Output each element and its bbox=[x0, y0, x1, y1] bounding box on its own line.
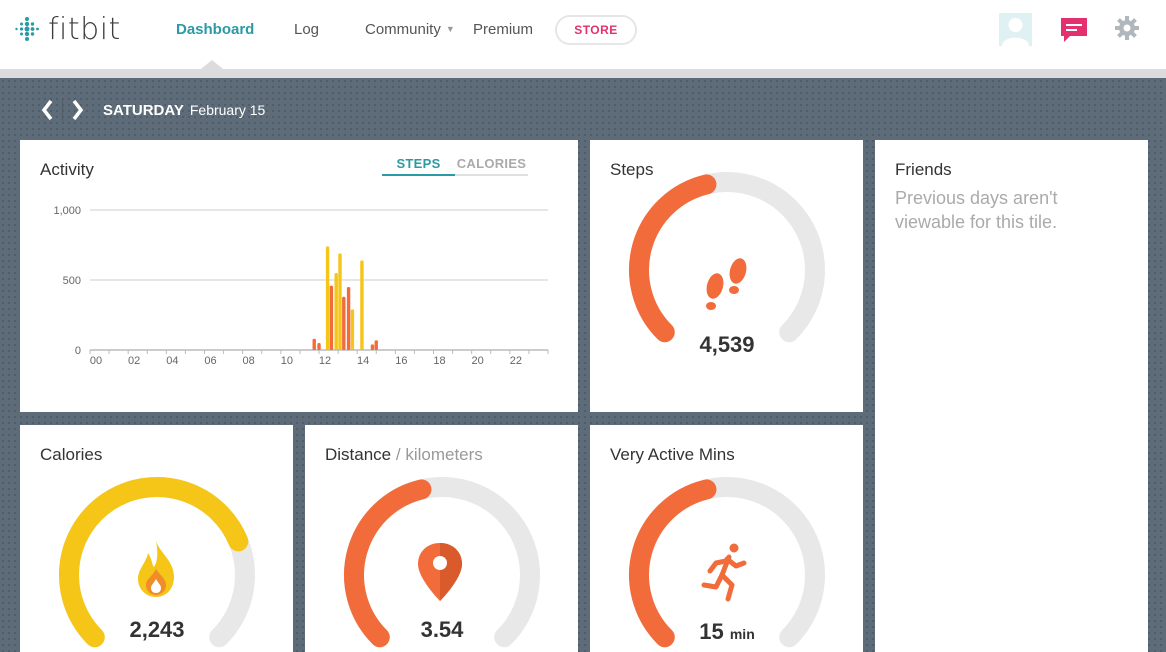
activity-bar bbox=[338, 253, 342, 350]
nav-dashboard[interactable]: Dashboard bbox=[176, 21, 255, 38]
date-divider bbox=[62, 99, 63, 121]
caret-down-icon: ▼ bbox=[445, 24, 455, 34]
calories-tile[interactable]: Calories 2,243 bbox=[20, 425, 293, 652]
friends-tile: Friends Previous days aren't viewable fo… bbox=[875, 140, 1148, 652]
messages-icon[interactable] bbox=[1060, 17, 1088, 43]
active-mins-title: Very Active Mins bbox=[610, 445, 735, 464]
friends-message: Previous days aren't viewable for this t… bbox=[895, 188, 1058, 232]
distance-value: 3.54 bbox=[420, 617, 464, 642]
activity-tabs: STEPS CALORIES bbox=[382, 156, 528, 176]
active-mins-unit: min bbox=[729, 626, 755, 642]
steps-gauge bbox=[629, 172, 825, 343]
active_mins-gauge-fill bbox=[629, 479, 717, 648]
x-tick-label: 12 bbox=[319, 355, 331, 367]
x-tick-label: 22 bbox=[510, 355, 522, 367]
activity-tile: Activity STEPS CALORIES 1,000 500 0 00 02 04 0… bbox=[20, 140, 578, 412]
active-mins-value-line: 15 min bbox=[627, 619, 827, 645]
tab-calories[interactable]: CALORIES bbox=[455, 156, 528, 176]
fitbit-dots-icon bbox=[15, 17, 39, 41]
brand-name: fitbit bbox=[48, 11, 121, 47]
nav-premium[interactable]: Premium bbox=[473, 21, 534, 38]
steps-gauge-fill bbox=[629, 174, 717, 343]
active-mins-tile[interactable]: Very Active Mins 15 min bbox=[590, 425, 863, 652]
tab-steps[interactable]: STEPS bbox=[382, 156, 455, 176]
top-navigation-bar: fitbit Dashboard Log Community ▼ Premium … bbox=[0, 0, 1166, 69]
steps-value: 4,539 bbox=[699, 332, 755, 357]
chevron-left-icon[interactable] bbox=[38, 97, 58, 123]
nav-log[interactable]: Log bbox=[294, 21, 320, 38]
user-silhouette-icon bbox=[1002, 18, 1029, 46]
activity-bar bbox=[346, 287, 351, 350]
x-tick-label: 08 bbox=[243, 355, 255, 367]
steps-tile[interactable]: Steps 4,539 bbox=[590, 140, 863, 412]
x-tick-label: 02 bbox=[128, 355, 140, 367]
avatar[interactable] bbox=[999, 13, 1032, 46]
activity-bar bbox=[312, 338, 316, 350]
distance-gauge-fill bbox=[344, 479, 432, 648]
activity-bar bbox=[325, 246, 330, 350]
map-pin-icon bbox=[418, 543, 462, 601]
activity-bar bbox=[350, 309, 355, 350]
active-mins-gauge bbox=[629, 477, 825, 648]
friends-title: Friends bbox=[895, 160, 952, 179]
nav-community-label: Community bbox=[365, 21, 441, 38]
x-tick-label: 18 bbox=[433, 355, 445, 367]
runner-icon bbox=[701, 543, 747, 602]
active-mins-value: 15 bbox=[699, 619, 724, 644]
footprints-icon bbox=[706, 258, 747, 310]
distance-tile[interactable]: Distance / kilometers 3.54 bbox=[305, 425, 578, 652]
activity-bar bbox=[374, 340, 378, 350]
x-tick-label: 06 bbox=[204, 355, 216, 367]
x-tick-label: 10 bbox=[281, 355, 293, 367]
date-label: February 15 bbox=[189, 102, 266, 118]
y-tick-label: 0 bbox=[75, 345, 81, 357]
day-of-week: SATURDAY bbox=[103, 101, 184, 119]
y-tick-label: 1,000 bbox=[53, 205, 81, 217]
x-tick-label: 16 bbox=[395, 355, 407, 367]
nav-community[interactable]: Community ▼ bbox=[365, 21, 455, 38]
gear-icon[interactable] bbox=[1114, 15, 1140, 41]
activity-bar bbox=[342, 296, 346, 350]
activity-title: Activity bbox=[40, 160, 94, 179]
x-tick-label: 14 bbox=[357, 355, 369, 367]
x-tick-label: 20 bbox=[472, 355, 484, 367]
active-tab-notch bbox=[201, 60, 223, 69]
activity-bar bbox=[370, 344, 375, 350]
activity-bar bbox=[360, 260, 364, 350]
calories-title: Calories bbox=[40, 445, 103, 464]
store-button[interactable]: STORE bbox=[555, 15, 637, 45]
distance-title: Distance / kilometers bbox=[325, 445, 483, 465]
chevron-right-icon[interactable] bbox=[67, 97, 87, 123]
flame-icon bbox=[138, 541, 174, 597]
calories-gauge-fill bbox=[59, 477, 249, 648]
fitbit-logo[interactable]: fitbit bbox=[14, 11, 121, 47]
activity-bar bbox=[317, 343, 321, 350]
activity-bar bbox=[334, 273, 338, 350]
steps-title: Steps bbox=[610, 160, 654, 179]
header-divider bbox=[0, 60, 1166, 78]
activity-bar bbox=[329, 285, 334, 350]
distance-title-label: Distance bbox=[325, 445, 392, 464]
calories-value: 2,243 bbox=[129, 617, 185, 642]
distance-unit: / kilometers bbox=[395, 445, 483, 464]
x-tick-label: 00 bbox=[90, 355, 102, 367]
y-tick-label: 500 bbox=[63, 275, 81, 287]
distance-gauge bbox=[344, 477, 540, 648]
x-tick-label: 04 bbox=[166, 355, 178, 367]
date-navigator: SATURDAY February 15 bbox=[38, 96, 265, 124]
calories-gauge bbox=[59, 477, 255, 648]
